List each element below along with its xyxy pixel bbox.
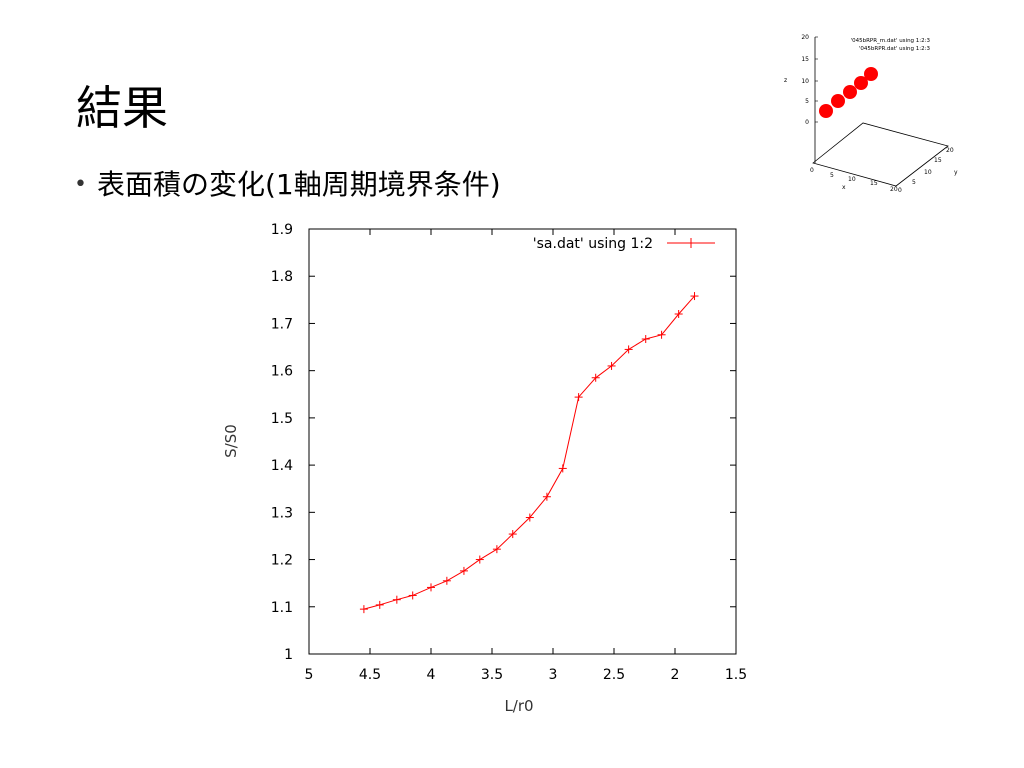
y-tick-label: 1.1 [271, 600, 293, 616]
inset-sphere [843, 85, 857, 99]
data-point [641, 335, 650, 344]
data-point [492, 545, 501, 554]
y-tick-label: 1.4 [271, 458, 293, 474]
data-point [674, 310, 683, 318]
inset-sphere [854, 76, 868, 90]
data-point [427, 583, 435, 592]
inset-y-tick: 5 [912, 179, 916, 186]
inset-z-tick: 0 [805, 119, 809, 126]
inset-sphere [864, 67, 878, 81]
slide-title: 結果 [76, 81, 168, 135]
inset-base-plane [812, 122, 949, 187]
inset-x-tick: 15 [870, 180, 878, 187]
inset-3d-plot: 20 15 10 5 0 z 0 5 10 15 20 x 0 5 10 15 … [784, 34, 958, 194]
inset-y-tick: 10 [924, 169, 932, 176]
legend-sample [667, 238, 715, 248]
inset-x-tick: 20 [890, 186, 898, 193]
legend-label: 'sa.dat' using 1:2 [533, 236, 653, 252]
inset-y-tick: 15 [934, 157, 942, 164]
data-point [525, 513, 534, 522]
inset-z-tick: 10 [801, 78, 809, 85]
y-tick-label: 1.7 [271, 316, 293, 332]
inset-legend-2: '045bRPR.dat' using 1:2:3 [859, 46, 931, 52]
y-tick-label: 1 [284, 647, 293, 663]
data-point [475, 555, 484, 564]
inset-x-tick: 10 [848, 176, 856, 183]
y-tick-label: 1.6 [271, 364, 293, 380]
y-axis-label: S/S0 [222, 424, 240, 458]
data-point [574, 393, 583, 402]
y-tick-label: 1.8 [271, 269, 293, 285]
y-tick-label: 1.2 [271, 553, 293, 569]
inset-z-label: z [784, 77, 787, 84]
data-point [607, 361, 616, 370]
x-tick-label: 2.5 [603, 667, 625, 683]
bullet-text: 表面積の変化(1軸周期境界条件) [96, 168, 501, 201]
x-tick-label: 4.5 [359, 667, 381, 683]
inset-x-tick: 5 [830, 172, 834, 179]
inset-x-ticks: 0 5 10 15 20 [810, 167, 898, 193]
inset-y-tick: 20 [946, 147, 954, 154]
series-line [363, 295, 695, 610]
data-point [542, 492, 551, 501]
data-point [408, 591, 417, 600]
inset-z-tick: 15 [801, 56, 809, 63]
x-tick-label: 3.5 [481, 667, 503, 683]
inset-y-label: y [954, 169, 958, 176]
data-point [392, 595, 401, 604]
inset-sphere [819, 104, 833, 118]
plot-frame [308, 228, 737, 655]
data-point [508, 530, 517, 539]
inset-y-tick: 0 [898, 187, 902, 194]
inset-legend-1: '045bRPR_m.dat' using 1:2:3 [851, 38, 931, 44]
data-point [558, 464, 567, 473]
inset-y-ticks: 0 5 10 15 20 [898, 147, 954, 194]
inset-sphere [831, 94, 845, 108]
y-tick-label: 1.9 [271, 222, 293, 238]
data-point [591, 373, 600, 382]
bullet-item: • 表面積の変化(1軸周期境界条件) [74, 165, 501, 205]
inset-x-tick: 0 [810, 167, 814, 174]
y-tick-label: 1.5 [271, 411, 293, 427]
data-point [375, 600, 384, 609]
inset-z-tick: 20 [801, 34, 809, 41]
x-tick-label: 5 [305, 667, 314, 683]
inset-x-label: x [842, 184, 846, 191]
x-tick-label: 2 [671, 667, 680, 683]
data-point [442, 576, 451, 585]
x-tick-label: 1.5 [725, 667, 747, 683]
data-point [624, 345, 633, 354]
inset-z-tick: 5 [805, 98, 809, 105]
inset-z-ticks: 20 15 10 5 0 [801, 34, 809, 126]
data-point [459, 566, 468, 575]
inset-spheres [819, 67, 878, 118]
bullet-dot-icon: • [74, 172, 87, 197]
data-point [359, 605, 368, 614]
x-axis-label: L/r0 [504, 697, 533, 715]
y-tick-label: 1.3 [271, 505, 293, 521]
data-point [657, 330, 666, 339]
x-tick-label: 4 [427, 667, 436, 683]
x-tick-label: 3 [549, 667, 558, 683]
data-point [690, 292, 699, 301]
